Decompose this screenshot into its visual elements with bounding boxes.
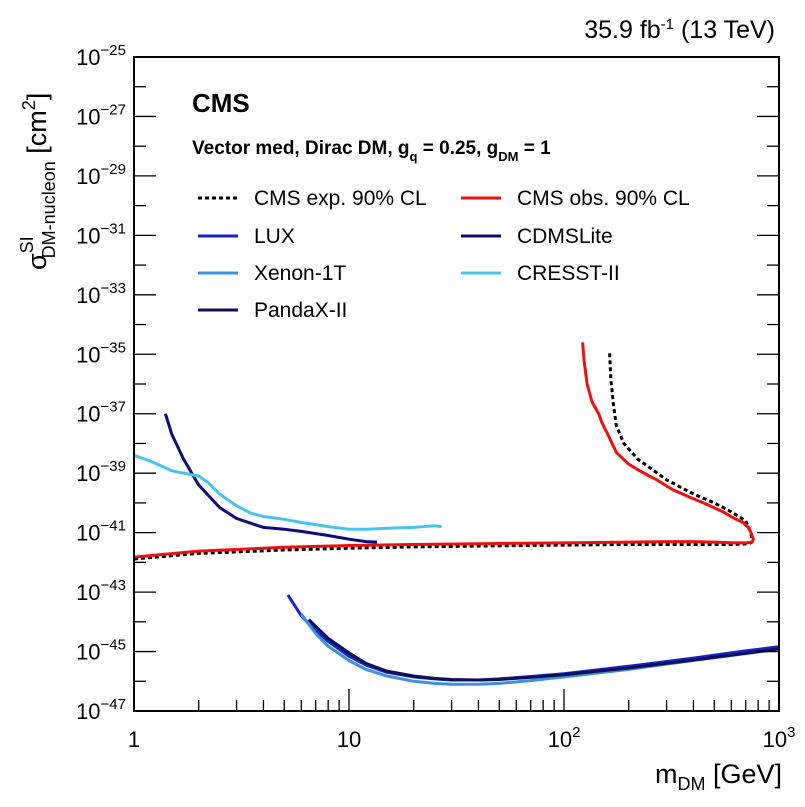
y-tick-label: 10−33	[76, 280, 126, 308]
series-pandax-ii	[307, 618, 779, 682]
legend-label: Xenon-1T	[254, 262, 346, 285]
y-tick-label: 10−41	[76, 518, 126, 546]
legend-label: CMS exp. 90% CL	[254, 187, 427, 210]
plot-area	[133, 56, 780, 712]
y-tick-label: 10−35	[76, 339, 126, 367]
legend-label: CRESST-II	[517, 262, 620, 285]
y-tick-label: 10−31	[76, 220, 126, 248]
y-tick-label: 10−47	[76, 696, 126, 724]
legend-label: LUX	[254, 225, 295, 248]
x-axis-title: mDM [GeV]	[655, 759, 782, 794]
y-tick-label: 10−27	[76, 101, 126, 129]
y-tick-label: 10−25	[76, 42, 126, 70]
series-xenon-1t	[300, 613, 779, 686]
legend-label: CDMSLite	[517, 225, 613, 248]
y-axis-title: σSI DM-nucleon [cm2]	[17, 93, 59, 270]
tick-labels: 1 10 102 103 10−25 10−27 10−29 10−31 10−33 10−35 1…	[76, 42, 795, 752]
model-label: Vector med, Dirac DM, gq = 0.25, gDM = 1	[192, 138, 551, 164]
axis-ticks	[133, 56, 779, 712]
series-cresst-ii	[134, 453, 442, 531]
lumi-label: 35.9 fb-1 (13 TeV)	[584, 16, 775, 44]
legend-label: PandaX-II	[254, 299, 347, 322]
series-cms-obs-90-cl	[134, 342, 755, 559]
y-tick-label: 10−45	[76, 637, 126, 665]
plot-frame	[133, 56, 780, 712]
y-tick-label: 10−37	[76, 399, 126, 427]
experiment-label: CMS	[192, 88, 250, 118]
y-tick-label: 10−43	[76, 577, 126, 605]
x-tick-label: 102	[548, 724, 581, 752]
x-tick-label: 10	[337, 727, 361, 752]
y-tick-label: 10−29	[76, 161, 126, 189]
series-cdmslite	[163, 413, 378, 544]
x-tick-label: 103	[763, 724, 796, 752]
legend-label: CMS obs. 90% CL	[517, 187, 690, 210]
series-cms-exp-90-cl	[134, 351, 754, 561]
x-tick-label: 1	[128, 727, 140, 752]
curves-layer	[134, 342, 779, 686]
legend: CMS exp. 90% CL CMS obs. 90% CL LUX CDMSLit…	[198, 187, 690, 322]
y-tick-label: 10−39	[76, 458, 126, 486]
